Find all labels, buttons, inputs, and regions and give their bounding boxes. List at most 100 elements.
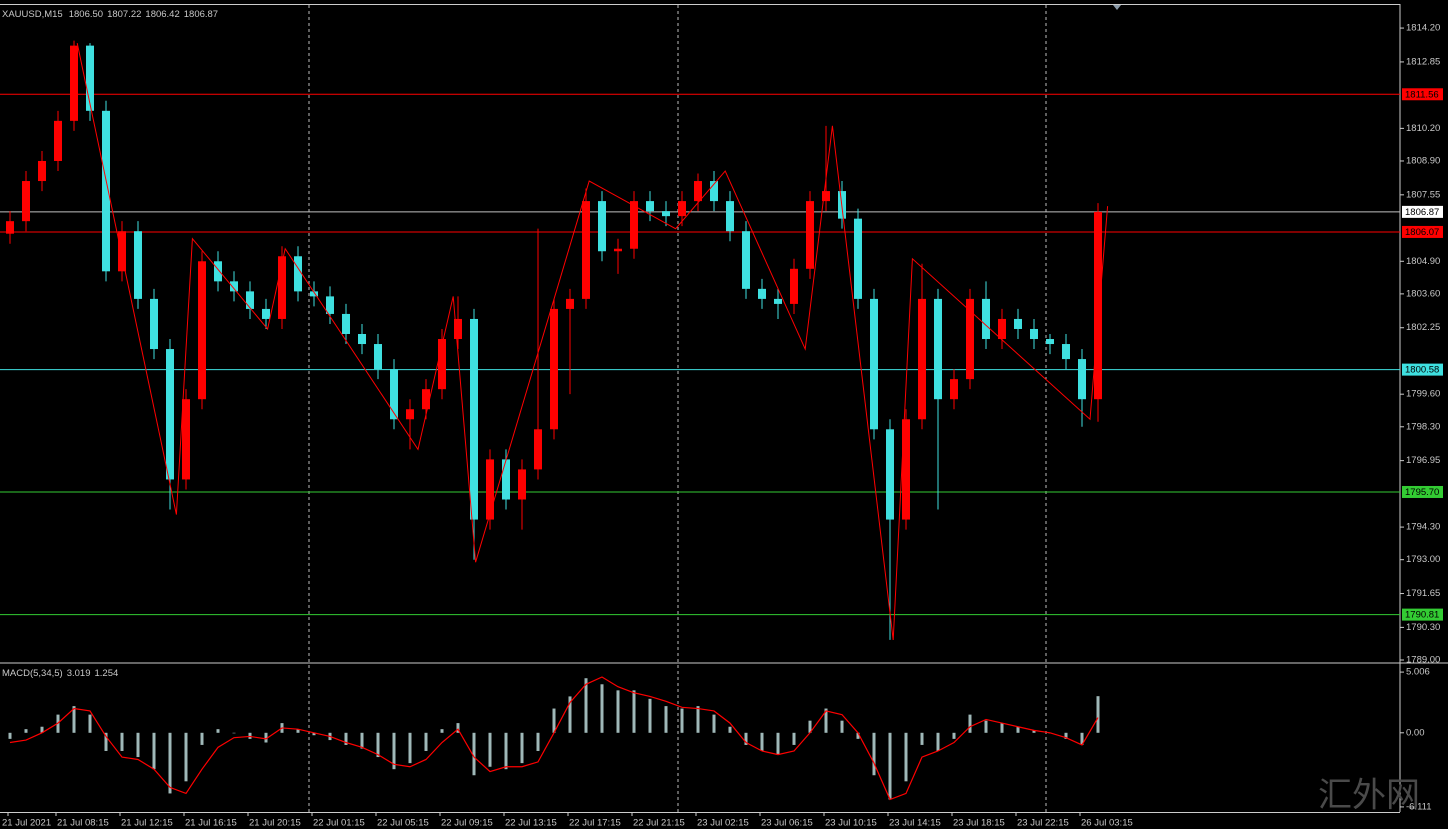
candle-body: [1046, 339, 1054, 345]
candle-body: [1062, 344, 1070, 360]
macd-bar: [696, 706, 700, 733]
y-tick-label: 1812.85: [1406, 56, 1440, 67]
macd-readout: 3.019: [67, 668, 91, 679]
level-label-box: [1402, 485, 1443, 498]
y-tick-label: 1804.90: [1406, 256, 1440, 267]
macd-bar: [776, 732, 780, 755]
x-tick-label: 22 Jul 01:15: [313, 818, 365, 829]
candle-body: [118, 231, 126, 272]
macd-bar: [1080, 732, 1084, 745]
candle-body: [166, 349, 174, 480]
macd-bar: [120, 732, 124, 751]
macd-bar: [904, 732, 908, 782]
macd-bar: [808, 720, 812, 733]
candle-body: [278, 256, 286, 319]
candle-body: [902, 419, 910, 520]
macd-bar: [936, 732, 940, 751]
macd-bar: [248, 732, 252, 739]
candle-body: [230, 281, 238, 292]
x-tick-label: 23 Jul 18:15: [953, 818, 1005, 829]
macd-bar: [344, 732, 348, 745]
level-label-box: [1402, 205, 1443, 218]
y-tick-label: 0.00: [1406, 727, 1425, 738]
y-tick-label: 1791.65: [1406, 588, 1440, 599]
macd-bar: [632, 690, 636, 733]
candle-body: [198, 261, 206, 400]
level-label: 1811.56: [1405, 89, 1439, 100]
y-tick-label: 1803.60: [1406, 288, 1440, 299]
level-label-box: [1402, 225, 1443, 238]
open-readout: 1806.50: [69, 9, 103, 20]
x-tick-label: 22 Jul 17:15: [569, 818, 621, 829]
candle-body: [982, 298, 990, 340]
macd-bar: [8, 732, 12, 739]
symbol-title: XAUUSD,M15: [2, 9, 63, 20]
x-tick-label: 22 Jul 21:15: [633, 818, 685, 829]
macd-bar: [568, 696, 572, 733]
macd-bar: [968, 714, 972, 733]
candle-body: [934, 298, 942, 400]
candle-body: [918, 298, 926, 420]
x-tick-label: 23 Jul 06:15: [761, 818, 813, 829]
macd-bar: [200, 732, 204, 745]
y-tick-label: 1790.30: [1406, 622, 1440, 633]
macd-bar: [24, 729, 28, 733]
candle-body: [630, 201, 638, 249]
watermark: 汇外网: [1318, 776, 1420, 816]
macd-bar: [152, 732, 156, 770]
candle-body: [806, 201, 814, 269]
macd-bar: [360, 732, 364, 749]
macd-bar: [136, 732, 140, 758]
x-tick-label: 23 Jul 02:15: [697, 818, 749, 829]
x-tick-label: 21 Jul 12:15: [121, 818, 173, 829]
y-tick-label: 1810.20: [1406, 123, 1440, 134]
macd-bar: [1096, 696, 1100, 733]
macd-bar: [520, 732, 524, 764]
zigzag-line: [76, 43, 1109, 640]
candle-body: [182, 399, 190, 480]
chart-header: XAUUSD,M15 1806.50 1807.22 1806.42 1806.87: [2, 9, 218, 20]
macd-bar: [920, 732, 924, 745]
candle-body: [438, 339, 446, 390]
candle-body: [486, 459, 494, 520]
y-tick-label: 1798.30: [1406, 421, 1440, 432]
macd-bar: [440, 729, 444, 733]
y-tick-label: 1796.95: [1406, 455, 1440, 466]
candle-body: [246, 291, 254, 309]
macd-bar: [264, 732, 268, 743]
macd-bar: [376, 732, 380, 758]
x-tick-label: 21 Jul 2021: [2, 818, 51, 829]
macd-title: MACD(5,34,5): [2, 668, 63, 679]
y-tick-label: 1807.55: [1406, 189, 1440, 200]
candle-body: [70, 45, 78, 121]
x-tick-label: 21 Jul 16:15: [185, 818, 237, 829]
y-tick-label: 1802.25: [1406, 322, 1440, 333]
candle-body: [390, 369, 398, 420]
macd-header: MACD(5,34,5) 3.019 1.254: [2, 668, 118, 679]
macd-bar: [664, 706, 668, 733]
macd-bar: [856, 732, 860, 739]
candle-body: [294, 256, 302, 292]
candle-body: [150, 298, 158, 350]
x-tick-label: 26 Jul 03:15: [1081, 818, 1133, 829]
candle-body: [342, 313, 350, 335]
candle-body: [966, 298, 974, 380]
candle-body: [534, 429, 542, 470]
y-tick-label: 1814.20: [1406, 23, 1440, 34]
candle-body: [102, 110, 110, 272]
candle-body: [310, 291, 318, 297]
candle-body: [214, 261, 222, 282]
candle-body: [726, 201, 734, 232]
y-tick-label: 5.006: [1406, 667, 1430, 678]
low-readout: 1806.42: [145, 9, 179, 20]
x-tick-label: 23 Jul 22:15: [1017, 818, 1069, 829]
candle-body: [822, 191, 830, 202]
x-tick-label: 23 Jul 14:15: [889, 818, 941, 829]
shift-marker: [1113, 5, 1121, 10]
x-tick-label: 22 Jul 13:15: [505, 818, 557, 829]
candle-body: [1078, 359, 1086, 400]
macd-bar: [1016, 726, 1020, 733]
candle-body: [422, 389, 430, 410]
candle-body: [374, 344, 382, 370]
macd-bar: [424, 732, 428, 751]
